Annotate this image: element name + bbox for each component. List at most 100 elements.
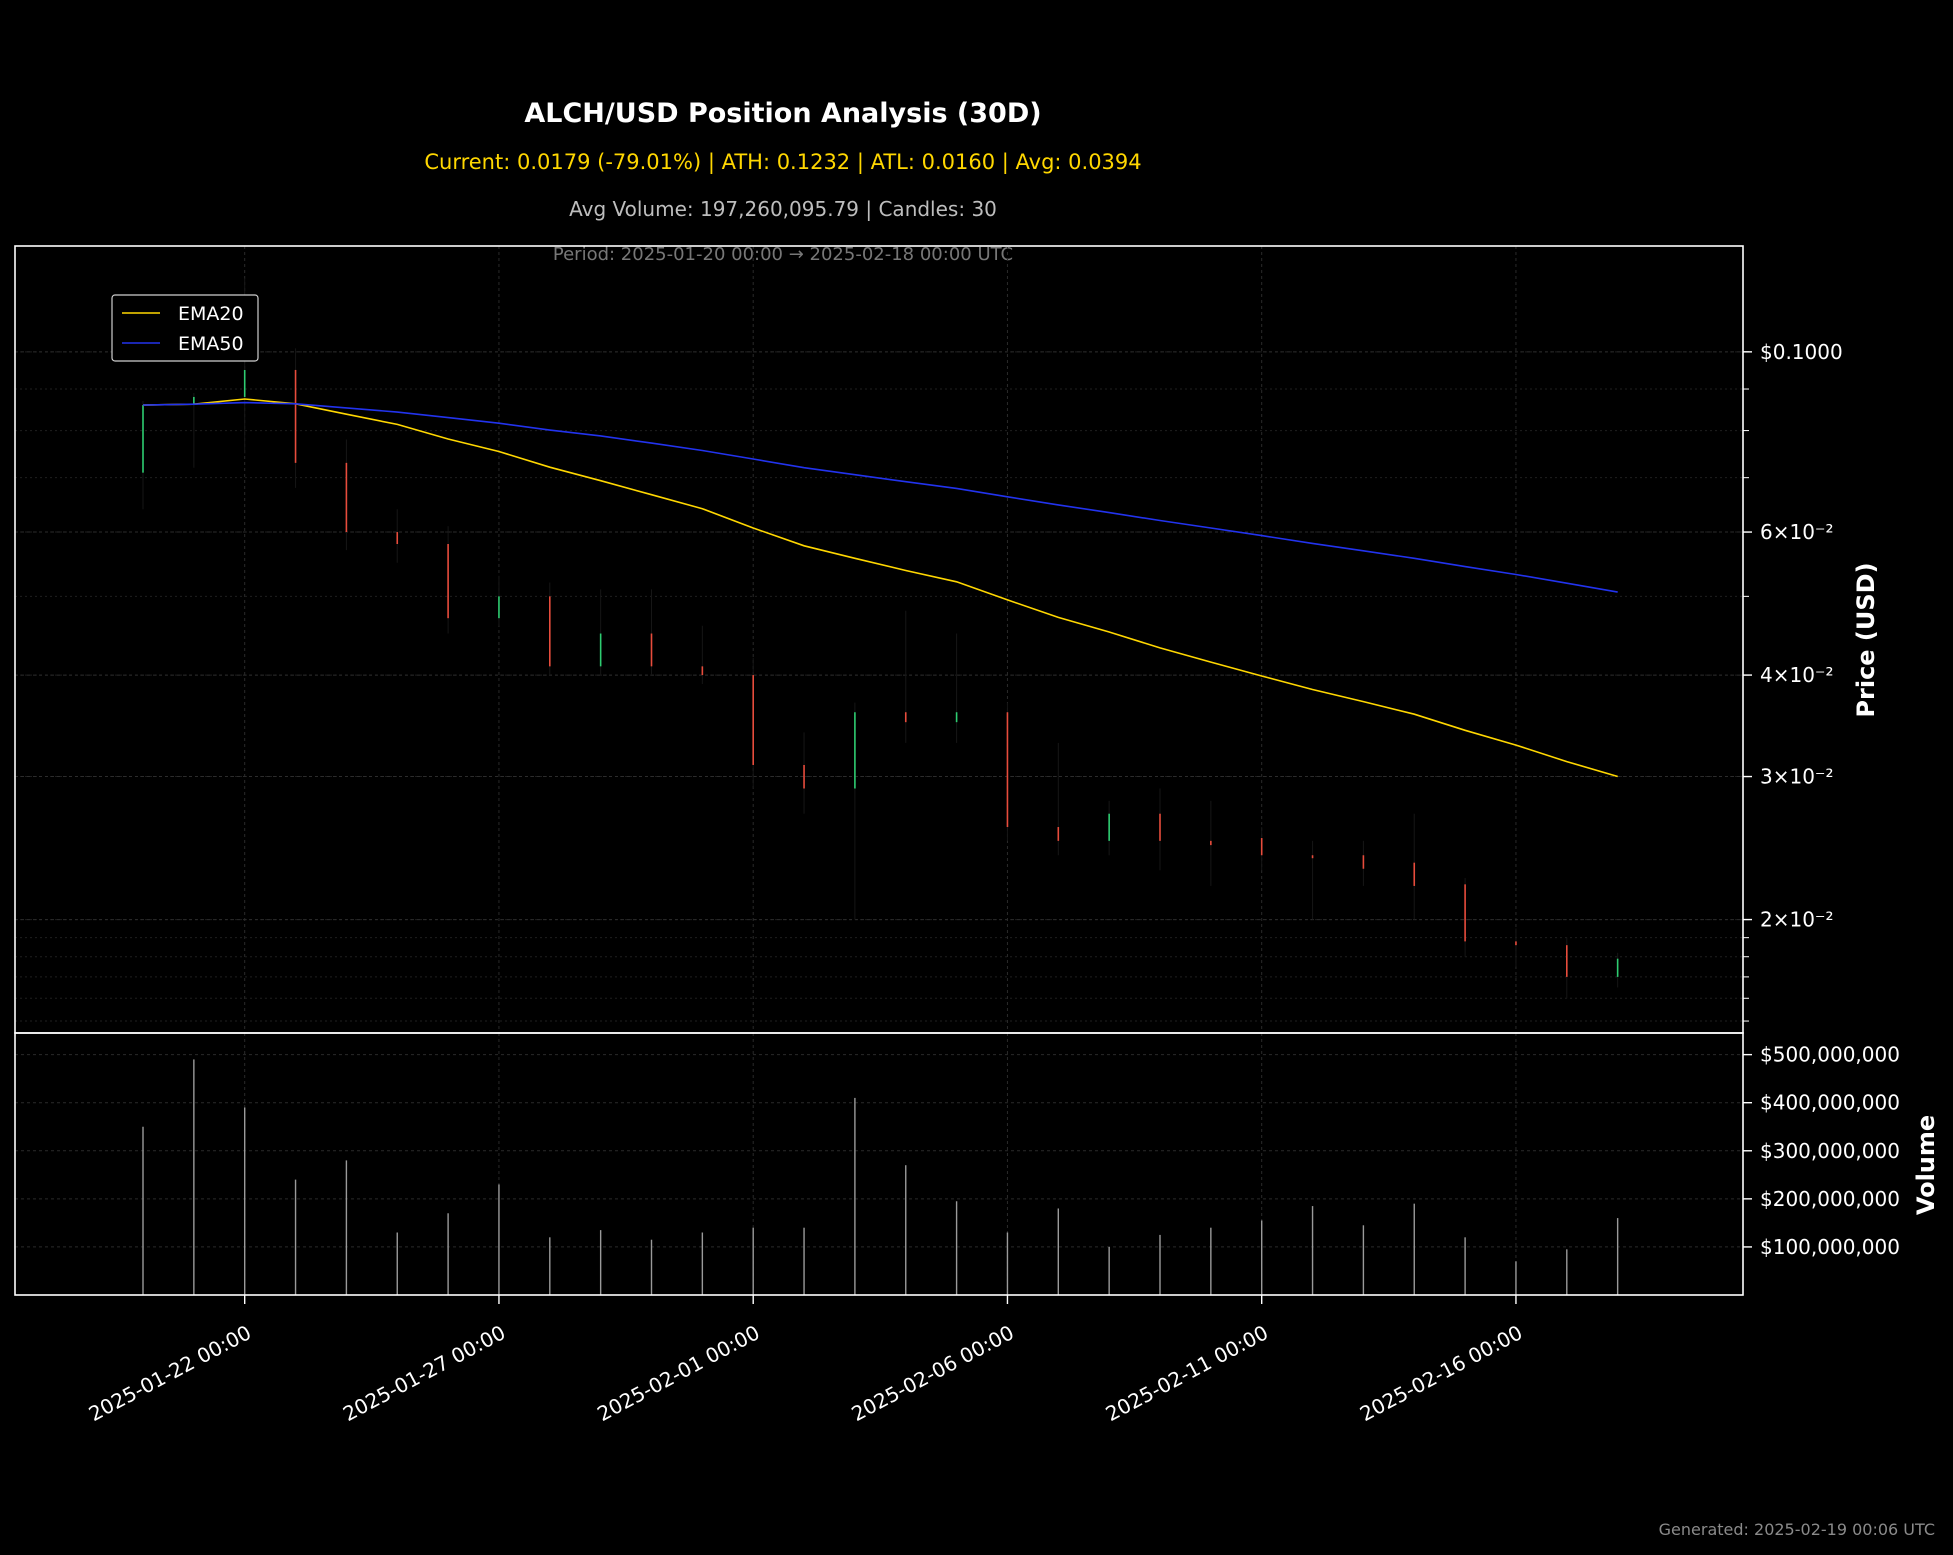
volume-bar bbox=[193, 1059, 195, 1295]
candle bbox=[1566, 937, 1568, 999]
candle bbox=[1260, 827, 1263, 871]
candle bbox=[1057, 742, 1060, 856]
volume-bar bbox=[599, 1230, 602, 1295]
candle-body-down bbox=[1057, 827, 1060, 841]
candle-body-up bbox=[1108, 813, 1110, 841]
volume-bar bbox=[1515, 1261, 1517, 1295]
x-tick-label: 2025-01-22 00:00 bbox=[85, 1320, 255, 1426]
candle bbox=[549, 582, 551, 676]
candle bbox=[1311, 840, 1314, 920]
ema20-line bbox=[142, 398, 1618, 778]
volume-bar bbox=[1261, 1220, 1263, 1295]
candle bbox=[193, 392, 195, 468]
candle-body-up bbox=[142, 405, 144, 473]
candle-body-down bbox=[396, 532, 399, 545]
volume-bar bbox=[1057, 1208, 1059, 1295]
candle bbox=[1464, 878, 1466, 957]
ema50-line bbox=[142, 401, 1618, 593]
volume-bar bbox=[1108, 1246, 1110, 1295]
chart-title: ALCH/USD Position Analysis (30D) bbox=[524, 98, 1042, 129]
candle bbox=[1108, 800, 1110, 856]
candle-body-down bbox=[1464, 884, 1466, 942]
volume-axis: $100,000,000 $200,000,000 $300,000,000 $400… bbox=[1743, 1043, 1900, 1259]
candle bbox=[955, 633, 958, 743]
volume-bar bbox=[803, 1227, 805, 1295]
volume-bar bbox=[1006, 1232, 1009, 1295]
volume-bar bbox=[1311, 1206, 1314, 1295]
candle bbox=[1006, 702, 1009, 841]
candle bbox=[1515, 928, 1517, 967]
volume-bar bbox=[1159, 1234, 1161, 1295]
volume-bar bbox=[142, 1126, 144, 1295]
candle bbox=[1210, 800, 1212, 886]
candle-body-down bbox=[294, 369, 297, 463]
candle-body-down bbox=[1566, 945, 1568, 977]
x-tick-label: 2025-02-11 00:00 bbox=[1102, 1320, 1272, 1426]
candle bbox=[904, 610, 907, 743]
ema-lines bbox=[142, 398, 1618, 778]
candle-body-down bbox=[803, 764, 805, 789]
candle bbox=[447, 526, 449, 634]
candle bbox=[498, 575, 500, 626]
volume-bar bbox=[1464, 1237, 1466, 1295]
volume-bar bbox=[345, 1160, 348, 1295]
x-tick-label: 2025-02-06 00:00 bbox=[847, 1320, 1017, 1426]
stats-subtitle: Current: 0.0179 (-79.01%) | ATH: 0.1232 … bbox=[424, 150, 1142, 174]
candle-body-down bbox=[1260, 838, 1263, 856]
volume-bars bbox=[142, 1059, 1619, 1295]
price-tick-label: 3×10⁻² bbox=[1760, 765, 1834, 789]
volume-bar bbox=[752, 1227, 754, 1295]
volume-bar bbox=[1362, 1225, 1365, 1295]
candle bbox=[294, 348, 297, 488]
legend-ema20-label: EMA20 bbox=[178, 303, 244, 325]
candle-body-up bbox=[854, 712, 856, 789]
candle bbox=[396, 509, 399, 563]
price-axis-label: Price (USD) bbox=[1852, 562, 1880, 717]
candle-body-down bbox=[447, 544, 449, 619]
volume-bar bbox=[955, 1201, 958, 1295]
volume-bar bbox=[905, 1165, 907, 1295]
candle-body-down bbox=[1311, 855, 1314, 859]
price-grid bbox=[15, 246, 1743, 1033]
candle bbox=[752, 657, 754, 789]
candle-body-down bbox=[752, 675, 754, 765]
volume-bar bbox=[1616, 1218, 1619, 1295]
volume-bar bbox=[1566, 1249, 1568, 1295]
candle-body-down bbox=[904, 712, 907, 723]
price-tick-label: 2×10⁻² bbox=[1760, 908, 1834, 932]
volume-axis-label: Volume bbox=[1912, 1115, 1940, 1215]
candle-body-down bbox=[1210, 840, 1212, 846]
candle-body-down bbox=[1006, 712, 1009, 828]
candle-body-down bbox=[650, 633, 653, 667]
candle bbox=[701, 625, 704, 684]
candle-body-down bbox=[549, 596, 551, 667]
candle-body-up bbox=[955, 712, 958, 723]
legend-box bbox=[111, 294, 259, 362]
volume-tick-label: $500,000,000 bbox=[1760, 1043, 1900, 1067]
candle bbox=[345, 439, 348, 551]
candle bbox=[142, 400, 144, 510]
candle-body-down bbox=[1515, 941, 1517, 946]
period-subtitle: Period: 2025-01-20 00:00 → 2025-02-18 00… bbox=[552, 244, 1014, 265]
legend-ema50-label: EMA50 bbox=[178, 333, 244, 355]
candle bbox=[854, 702, 856, 920]
candle-body-down bbox=[1159, 813, 1161, 841]
x-tick-label: 2025-02-01 00:00 bbox=[593, 1320, 763, 1426]
time-axis: 2025-01-22 00:00 2025-01-27 00:00 2025-02-… bbox=[85, 1295, 1526, 1426]
volume-bar bbox=[549, 1237, 551, 1295]
volume-bar bbox=[1210, 1227, 1212, 1295]
legend: EMA20 EMA50 bbox=[111, 294, 259, 362]
volume-bar bbox=[701, 1232, 704, 1295]
candle-body-up bbox=[193, 396, 195, 406]
candle-body-down bbox=[345, 462, 348, 533]
candle-body-up bbox=[1616, 958, 1619, 977]
candle-body-down bbox=[701, 666, 704, 676]
volume-tick-label: $200,000,000 bbox=[1760, 1187, 1900, 1211]
price-tick-label: $0.1000 bbox=[1760, 340, 1843, 364]
volume-subtitle: Avg Volume: 197,260,095.79 | Candles: 30 bbox=[569, 197, 997, 221]
volume-bar bbox=[650, 1239, 653, 1295]
volume-grid bbox=[15, 1033, 1743, 1295]
volume-bar bbox=[498, 1184, 500, 1295]
candle bbox=[1413, 813, 1416, 920]
